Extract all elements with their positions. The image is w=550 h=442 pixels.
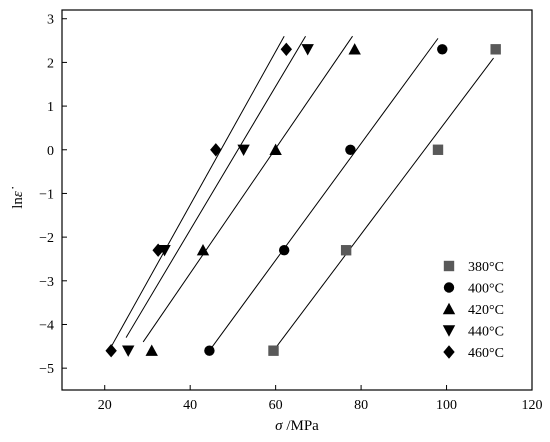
- y-tick-label: −1: [39, 187, 54, 202]
- data-point-0: [340, 245, 352, 256]
- fit-line-2: [142, 35, 353, 343]
- legend-marker-2: [442, 302, 456, 315]
- data-point-1: [204, 345, 215, 356]
- data-point-1: [278, 245, 290, 256]
- y-tick-label: 2: [47, 56, 54, 71]
- legend-label-4: 460°C: [468, 346, 504, 361]
- fit-line-3: [125, 35, 306, 338]
- data-point-4: [105, 343, 117, 358]
- legend-label-2: 420°C: [468, 303, 504, 318]
- x-axis-label: σ /MPa: [275, 418, 319, 434]
- y-tick-label: −2: [39, 231, 54, 246]
- data-point-3: [237, 144, 250, 156]
- x-tick-label: 60: [269, 398, 283, 413]
- data-point-0: [268, 345, 279, 356]
- y-tick-label: −4: [39, 318, 54, 333]
- x-tick-label: 20: [98, 398, 112, 413]
- x-tick-label: 100: [436, 398, 457, 413]
- fit-lines: [108, 35, 494, 351]
- x-axis-unit: /MPa: [283, 418, 320, 434]
- legend-marker-3: [442, 325, 456, 337]
- data-point-4: [210, 143, 222, 157]
- plot-frame: [61, 9, 533, 391]
- data-point-4: [152, 243, 164, 257]
- y-tick-label: 1: [47, 100, 54, 115]
- legend-marker-1: [443, 282, 455, 293]
- legend-marker-0: [443, 260, 455, 272]
- fit-line-0: [273, 57, 494, 351]
- fit-line-1: [209, 38, 439, 351]
- data-point-1: [437, 44, 448, 55]
- data-point-2: [145, 344, 158, 356]
- y-axis-symbol: ε̇: [10, 186, 26, 197]
- data-point-2: [196, 244, 210, 256]
- x-axis-symbol: σ: [275, 418, 283, 434]
- fit-line-4: [108, 35, 285, 351]
- data-point-2: [269, 143, 282, 155]
- axis-ticks: 20 40 60 80 100 120 −5 −4 −3 −2 −1 0 1 2 3: [39, 13, 542, 413]
- data-point-0: [432, 144, 444, 155]
- data-point-0: [490, 44, 501, 55]
- data-point-3: [301, 44, 314, 56]
- data-point-1: [345, 144, 356, 155]
- legend-label-0: 380°C: [468, 260, 504, 275]
- y-tick-label: 0: [47, 144, 54, 159]
- data-point-2: [348, 43, 361, 55]
- x-tick-label: 40: [183, 398, 197, 413]
- data-point-4: [280, 42, 293, 57]
- y-tick-label: −3: [39, 275, 54, 290]
- y-axis-label: lnε̇: [10, 186, 26, 209]
- legend: 380°C 400°C 420°C 440°C 460°C: [442, 260, 504, 361]
- legend-label-3: 440°C: [468, 325, 504, 340]
- data-points: [105, 42, 501, 358]
- legend-label-1: 400°C: [468, 282, 504, 297]
- data-point-3: [122, 345, 135, 357]
- y-axis-main: ln: [10, 197, 26, 209]
- x-tick-label: 120: [522, 398, 543, 413]
- y-tick-label: −5: [39, 362, 54, 377]
- x-tick-label: 80: [354, 398, 368, 413]
- y-tick-label: 3: [47, 13, 54, 28]
- legend-marker-4: [443, 345, 455, 359]
